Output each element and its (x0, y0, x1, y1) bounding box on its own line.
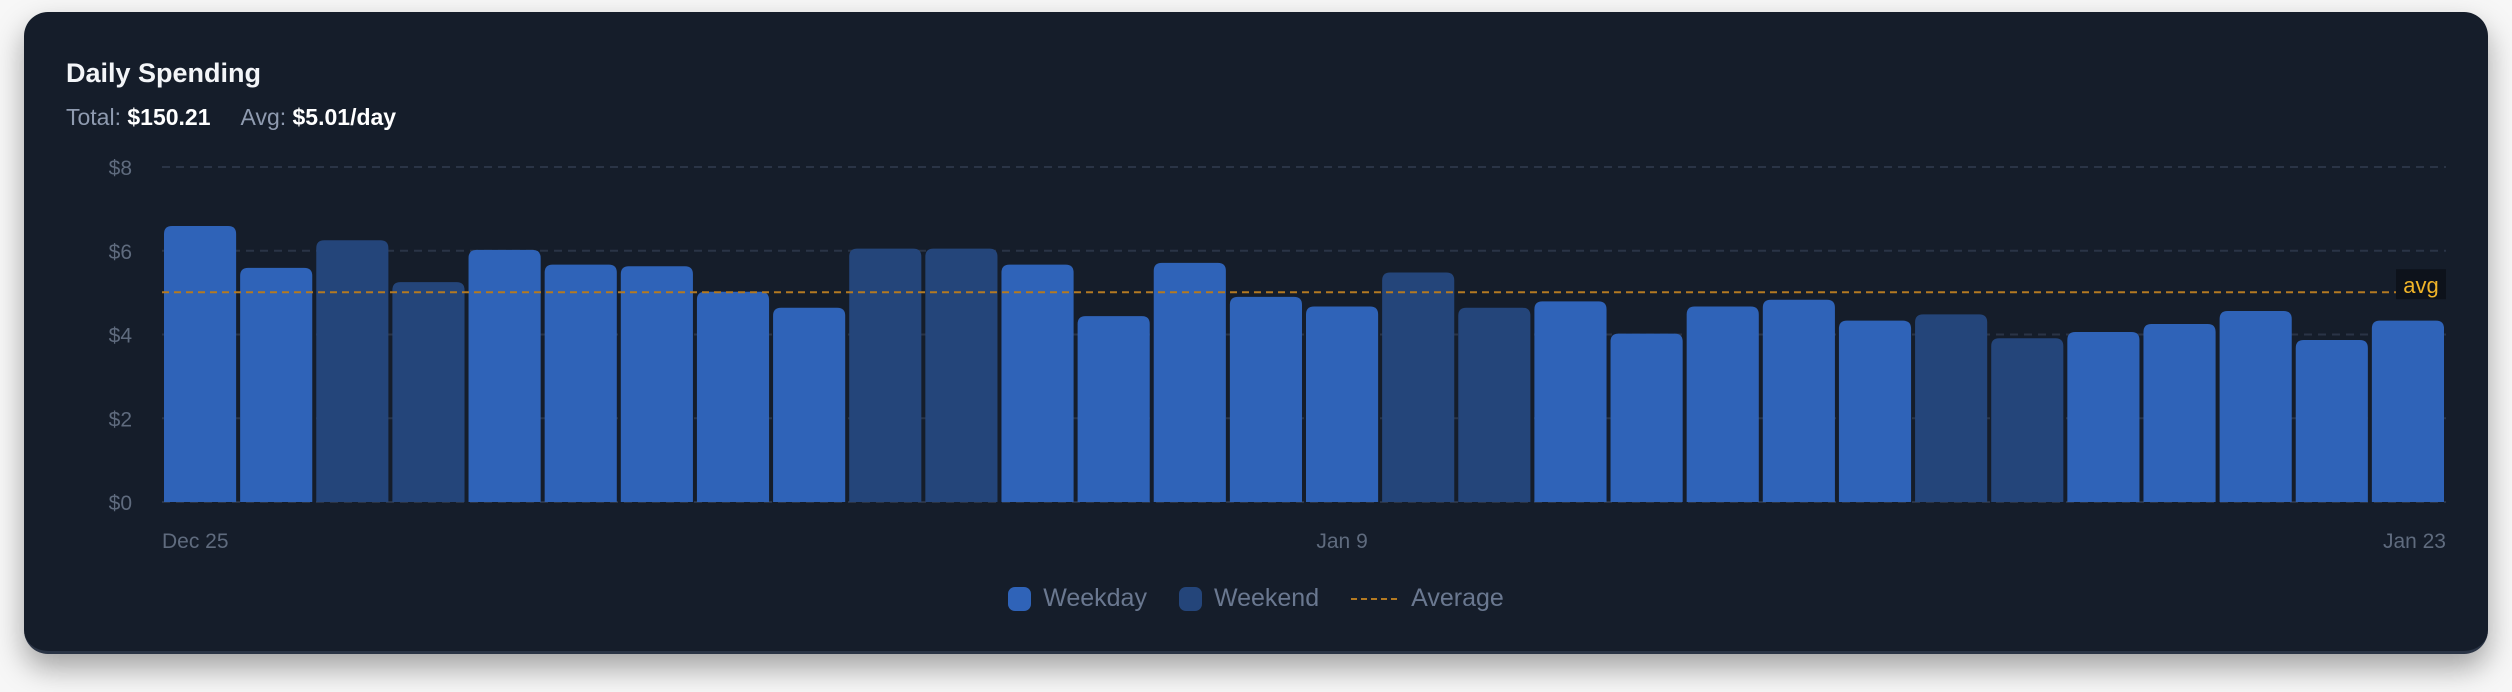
bar-jan-14 (1686, 306, 1759, 502)
bar-jan-16 (1838, 320, 1912, 502)
average-label-bg (2396, 269, 2446, 300)
bar-jan-7 (1153, 262, 1226, 502)
bar-dec-31 (620, 266, 693, 502)
bar-jan-23 (2371, 320, 2444, 502)
x-tick-label: Jan 9 (1316, 530, 1367, 553)
legend-average[interactable]: Average (1351, 584, 1504, 613)
total-value: $150.21 (127, 104, 211, 130)
bar-jan-6 (1077, 316, 1150, 502)
legend-label: Weekend (1213, 584, 1320, 612)
bar-jan-1 (696, 291, 770, 502)
bar-dec-30 (544, 264, 617, 502)
legend-label: Weekday (1043, 584, 1147, 612)
x-tick-label: Jan 23 (2383, 530, 2446, 553)
summary-line: Total: $150.21 Avg: $5.01/day (66, 104, 396, 131)
bar-jan-21 (2219, 311, 2292, 502)
bar-dec-27 (316, 240, 389, 502)
legend-weekend[interactable]: Weekend (1178, 584, 1320, 613)
bar-jan-8 (1229, 296, 1302, 502)
y-tick-label: $4 (109, 325, 133, 348)
bar-jan-15 (1762, 299, 1835, 502)
bar-jan-5 (1001, 264, 1074, 502)
bar-jan-2 (773, 307, 846, 502)
y-tick-label: $6 (109, 241, 132, 264)
bar-dec-29 (468, 249, 541, 502)
bar-jan-12 (1534, 301, 1607, 502)
x-tick-label: Dec 25 (162, 530, 229, 553)
avg-value: $5.01/day (292, 104, 397, 130)
bar-jan-4 (925, 248, 998, 502)
bar-dec-28 (392, 282, 465, 502)
bar-jan-19 (2067, 331, 2140, 502)
average-label: avg (2403, 273, 2438, 298)
y-tick-label: $0 (109, 492, 132, 515)
bar-jan-20 (2143, 324, 2216, 502)
chart-title: Daily Spending (66, 58, 262, 88)
bar-jan-9 (1306, 306, 1379, 502)
average-dash-swatch (1351, 597, 1398, 600)
legend-label: Average (1411, 584, 1504, 612)
bar-jan-13 (1610, 333, 1683, 502)
bar-dec-25 (164, 226, 237, 502)
legend: Weekday Weekend Average (24, 584, 2488, 613)
total-label: Total: (66, 104, 121, 130)
bar-dec-26 (240, 267, 313, 502)
legend-weekday[interactable]: Weekday (1008, 584, 1147, 613)
weekend-swatch (1178, 586, 1202, 611)
avg-label: Avg: (240, 104, 287, 130)
bar-jan-3 (849, 248, 922, 502)
bar-jan-18 (1991, 338, 2064, 502)
y-tick-label: $2 (109, 408, 132, 431)
bar-jan-10 (1382, 272, 1455, 502)
bar-jan-17 (1915, 314, 1988, 502)
bar-jan-22 (2295, 339, 2368, 502)
bar-jan-11 (1458, 307, 1531, 502)
y-tick-label: $8 (109, 157, 132, 180)
weekday-swatch (1008, 586, 1032, 611)
